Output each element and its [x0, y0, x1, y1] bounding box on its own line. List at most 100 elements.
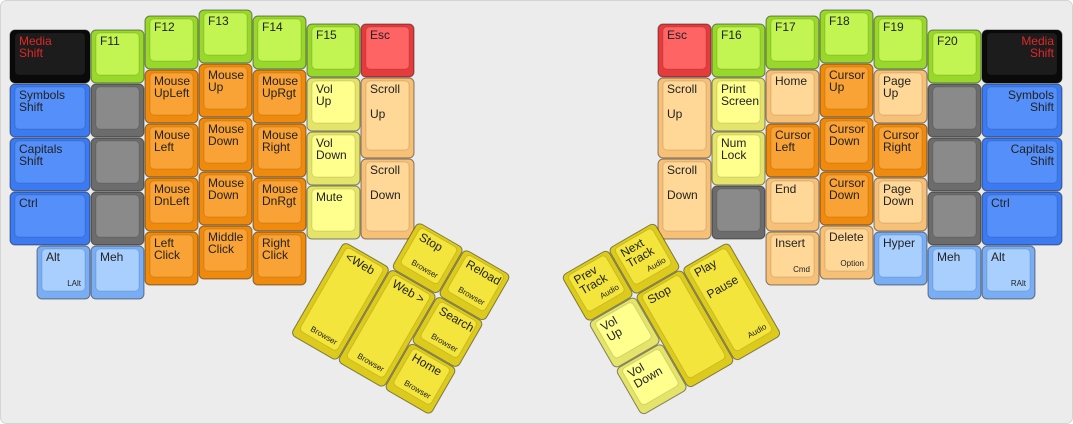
key-top [41, 248, 86, 292]
key-label: Up [829, 80, 845, 94]
key-label: Up [316, 94, 332, 108]
key: Ctrl [9, 191, 91, 246]
key-label: Up [667, 107, 683, 121]
key-top [95, 194, 140, 238]
key: F13 [198, 9, 253, 64]
key-label: Right [262, 236, 291, 250]
key-label: Esc [667, 28, 687, 42]
key-label: Cursor [883, 128, 919, 142]
key-label: Scroll [667, 82, 697, 96]
key-top [300, 247, 384, 351]
key-label: F15 [316, 28, 337, 42]
key-top [662, 80, 707, 151]
key-top [95, 140, 140, 184]
key-top [642, 275, 726, 379]
key-top [770, 180, 815, 224]
key-label: Down [208, 188, 239, 202]
key: Esc [657, 23, 712, 78]
key-top [878, 18, 923, 62]
key-label: DnRgt [262, 194, 297, 208]
key [90, 137, 145, 192]
key-label: F12 [154, 20, 175, 34]
key [927, 191, 982, 246]
key: Hyper [873, 231, 928, 286]
key-top [400, 228, 458, 285]
key: Ctrl [981, 191, 1063, 246]
key-top [932, 86, 977, 130]
key-label: Alt [46, 250, 61, 264]
key-top [149, 18, 194, 62]
key-label: Insert [775, 236, 806, 250]
key: Scroll Up [360, 77, 415, 159]
key-label: Down [829, 134, 860, 148]
key-top [986, 32, 1058, 76]
key-top [824, 66, 869, 110]
key: F20 [927, 29, 982, 84]
key-top [257, 126, 302, 170]
key-label: Left [154, 140, 175, 154]
key-top [95, 32, 140, 76]
key-top [420, 301, 477, 358]
key-label: UpLeft [154, 86, 190, 100]
key-label: Mouse [208, 122, 244, 136]
key-label: Cursor [775, 128, 811, 142]
key-top [662, 26, 707, 70]
key-label: Ctrl [19, 196, 38, 210]
key: Alt RAlt [981, 245, 1036, 300]
key-top [932, 32, 977, 76]
key: F19 [873, 15, 928, 70]
key-label: Alt [991, 250, 1006, 264]
key-label: Lock [721, 148, 747, 162]
key-label: F19 [883, 20, 904, 34]
key-top [824, 12, 869, 56]
key: F18 [819, 9, 874, 64]
key-label: Media [1021, 34, 1054, 48]
key-top [203, 120, 248, 164]
key-top [878, 72, 923, 116]
key-top [149, 72, 194, 116]
key: Scroll Down [360, 158, 415, 240]
key-top [14, 194, 86, 238]
key-top [716, 80, 761, 124]
key-label: Click [208, 242, 235, 256]
key-label: Home [775, 74, 807, 88]
key-top [257, 18, 302, 62]
key-top [203, 12, 248, 56]
key-label: F17 [775, 20, 796, 34]
key-label: Mouse [208, 68, 244, 82]
key-label: UpRgt [262, 86, 297, 100]
key-label: F18 [829, 14, 850, 28]
key-label: Page [883, 182, 911, 196]
key-top [716, 188, 761, 232]
key-top [311, 134, 356, 178]
key-top [311, 188, 356, 232]
key-top [615, 228, 672, 285]
key-top [986, 140, 1058, 184]
key [90, 83, 145, 138]
key: Esc [360, 23, 415, 78]
key-label: Shift [19, 100, 44, 114]
key [711, 185, 766, 240]
key-label: Vol [316, 136, 333, 150]
